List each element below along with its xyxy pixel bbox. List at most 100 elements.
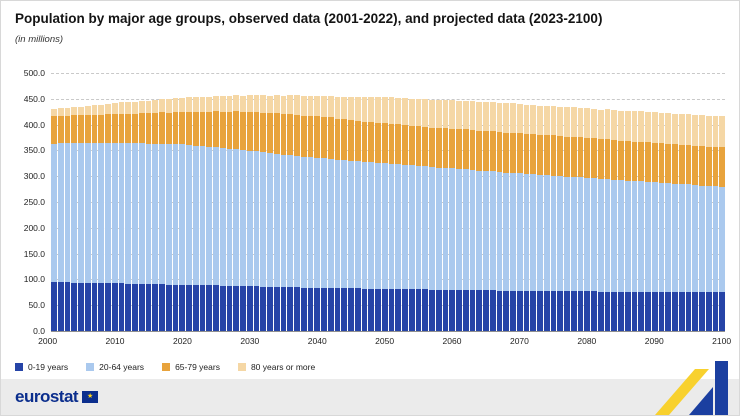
bar-segment	[543, 134, 550, 176]
bar-segment	[469, 130, 476, 171]
bar-2039	[307, 95, 314, 331]
bar-segment	[145, 284, 152, 331]
bar-segment	[219, 96, 226, 112]
legend-item: 65-79 years	[162, 362, 220, 372]
y-axis-tick-label: 400.0	[23, 119, 45, 130]
bar-2092	[665, 113, 671, 331]
bar-2074	[543, 105, 550, 331]
bar-2056	[422, 99, 428, 331]
bar-segment	[584, 108, 590, 138]
bar-2010	[111, 103, 118, 331]
bar-segment	[51, 143, 57, 282]
gridline	[51, 227, 725, 229]
bar-2079	[577, 107, 584, 331]
bar-segment	[591, 138, 597, 179]
bar-segment	[678, 145, 685, 185]
bar-segment	[577, 107, 584, 138]
bar-segment	[449, 168, 455, 290]
bar-segment	[483, 290, 489, 331]
bar-segment	[375, 162, 381, 289]
bar-segment	[570, 136, 577, 177]
bar-segment	[375, 288, 381, 331]
bar-segment	[334, 159, 341, 289]
bar-segment	[699, 292, 705, 331]
bar-segment	[314, 157, 320, 288]
bar-segment	[618, 291, 624, 331]
bar-2070	[516, 104, 523, 331]
bar-segment	[300, 96, 307, 116]
bar-segment	[300, 156, 307, 288]
bar-segment	[354, 288, 361, 331]
bar-2059	[442, 99, 449, 331]
bar-2022	[192, 97, 199, 331]
bar-segment	[597, 179, 604, 292]
bar-segment	[503, 132, 509, 173]
bar-2096	[692, 114, 698, 331]
bar-segment	[321, 158, 327, 288]
bar-2055	[415, 98, 422, 331]
bar-segment	[672, 183, 678, 293]
bar-segment	[651, 142, 658, 183]
bar-segment	[476, 101, 482, 131]
bar-segment	[685, 184, 692, 293]
bar-2047	[361, 97, 368, 331]
bar-segment	[422, 99, 428, 127]
bar-segment	[489, 131, 496, 172]
bar-segment	[645, 111, 651, 143]
bar-segment	[429, 99, 435, 128]
bar-2046	[354, 96, 361, 331]
bar-segment	[294, 114, 300, 156]
bar-segment	[631, 181, 638, 292]
bar-segment	[523, 104, 530, 134]
y-axis-tick-label: 200.0	[23, 222, 45, 233]
bar-segment	[348, 120, 354, 161]
bar-segment	[476, 130, 482, 171]
bar-segment	[510, 103, 516, 133]
bar-segment	[213, 146, 219, 286]
gridline	[51, 73, 725, 74]
bar-segment	[537, 174, 543, 292]
bar-segment	[226, 285, 233, 331]
y-axis-tick-label: 150.0	[23, 248, 45, 259]
bar-segment	[462, 100, 469, 130]
bar-segment	[523, 173, 530, 291]
bar-segment	[530, 134, 536, 175]
bar-segment	[314, 287, 320, 331]
bar-2082	[597, 109, 604, 331]
bar-segment	[287, 95, 293, 115]
bar-segment	[186, 111, 192, 145]
bar-2064	[476, 101, 482, 331]
bar-segment	[415, 289, 422, 331]
bar-segment	[132, 101, 138, 114]
bar-segment	[57, 143, 64, 282]
bar-segment	[341, 119, 347, 161]
bar-segment	[712, 292, 719, 331]
bar-segment	[273, 153, 280, 287]
bar-2068	[503, 103, 509, 331]
bar-segment	[537, 291, 543, 331]
bar-segment	[543, 291, 550, 331]
bar-segment	[341, 160, 347, 289]
legend-swatch	[237, 363, 246, 371]
bar-2032	[260, 95, 266, 331]
bar-segment	[692, 114, 698, 146]
bar-2042	[327, 95, 334, 331]
bar-segment	[584, 177, 590, 292]
chart-title: Population by major age groups, observed…	[15, 11, 603, 26]
bar-segment	[159, 98, 165, 113]
bar-segment	[145, 143, 152, 285]
bar-segment	[287, 114, 293, 156]
bar-segment	[307, 95, 314, 116]
bar-2030	[246, 95, 253, 331]
bar-segment	[408, 289, 415, 331]
bar-segment	[570, 291, 577, 331]
bar-segment	[503, 172, 509, 291]
bar-2001	[51, 109, 57, 331]
bar-2009	[105, 103, 111, 331]
bar-2036	[287, 95, 293, 331]
bar-segment	[624, 111, 631, 142]
bar-segment	[564, 107, 570, 137]
bar-segment	[246, 150, 253, 287]
bar-segment	[172, 284, 179, 331]
bar-segment	[334, 118, 341, 160]
